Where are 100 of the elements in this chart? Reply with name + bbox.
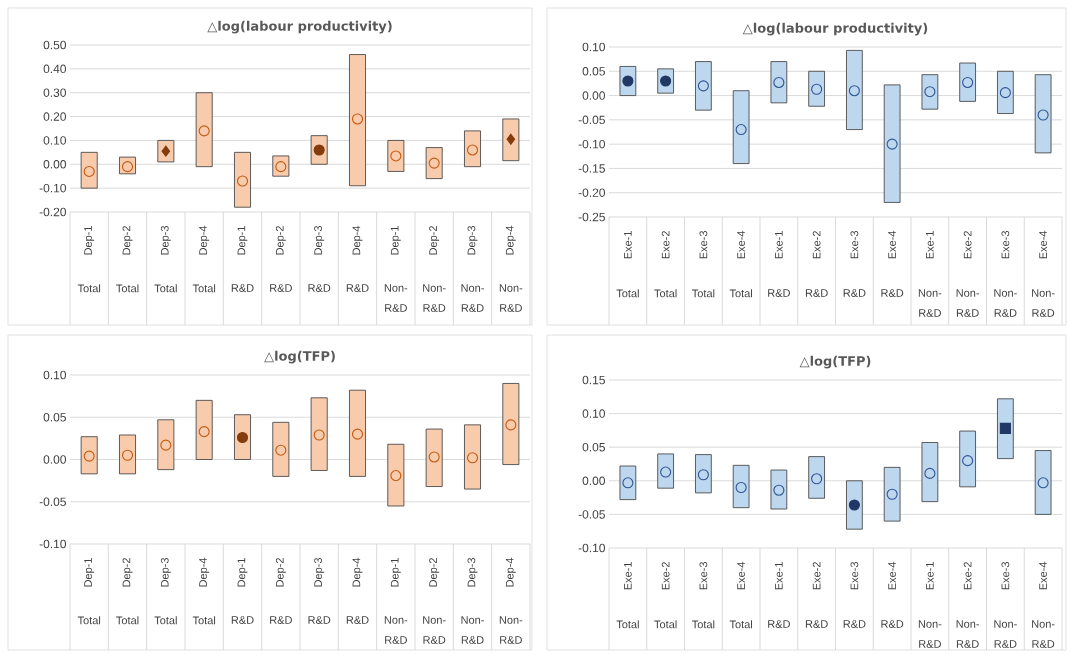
bar: [695, 454, 712, 494]
text: Total: [154, 284, 177, 293]
point: [1037, 109, 1049, 121]
x-tick-label: Exe-3: [699, 231, 708, 259]
y-tick-label: -0.10: [578, 139, 606, 149]
text: Non-R&D: [956, 620, 980, 648]
bar: [349, 54, 367, 187]
bar: [272, 421, 290, 477]
x-tick-label: Exe-4: [888, 561, 896, 590]
text: Non-R&D: [1032, 620, 1055, 648]
point: [773, 76, 785, 89]
point: [735, 124, 747, 136]
text: Total: [77, 284, 101, 293]
x-tick-label: Dep-3: [160, 226, 171, 255]
y-tick-label: 0.15: [582, 375, 605, 385]
text: R&D: [881, 289, 904, 297]
bar: [1034, 74, 1052, 154]
text: Total: [616, 620, 639, 629]
bar: [657, 453, 675, 489]
bar: [883, 84, 901, 203]
point: [622, 477, 634, 489]
text: Non-R&D: [423, 616, 446, 644]
bar: [846, 49, 863, 131]
y-tick-label: 0.50: [43, 40, 67, 50]
x-tick-label: Exe-2: [963, 231, 972, 259]
point: [660, 75, 672, 87]
bar: [464, 424, 482, 490]
x-tick-label: Dep-1: [84, 226, 95, 255]
bar: [770, 61, 788, 104]
point: [121, 161, 134, 173]
bar: [387, 443, 405, 507]
x-tick-label: Exe-2: [812, 231, 821, 259]
x-tick-label: Dep-1: [237, 558, 248, 587]
bar: [119, 434, 137, 475]
y-tick-label: -0.05: [578, 115, 605, 125]
point: [390, 470, 402, 482]
point: [313, 144, 325, 156]
x-tick-label: Exe-3: [850, 231, 859, 259]
bar: [883, 466, 901, 522]
x-tick-label: Dep-3: [314, 226, 325, 255]
point: [773, 484, 785, 496]
y-tick-label: -0.15: [578, 164, 605, 173]
point: [886, 488, 898, 500]
y-tick-label: 0.20: [43, 112, 67, 121]
text: Total: [77, 616, 101, 625]
x-tick-label: Exe-4: [1039, 230, 1047, 259]
bar: [732, 464, 750, 509]
y-tick-label: 0.00: [582, 476, 606, 486]
x-tick-label: Dep-4: [199, 225, 210, 255]
text: Total: [192, 284, 216, 293]
x-tick-label: Dep-3: [314, 558, 325, 587]
x-tick-label: Dep-1: [390, 558, 401, 587]
y-tick-label: -0.20: [578, 188, 606, 197]
text: Total: [116, 616, 139, 625]
point: [428, 157, 440, 169]
x-tick-label: Exe-1: [926, 231, 934, 259]
point: [962, 76, 974, 89]
x-tick-label: Exe-3: [699, 562, 708, 590]
y-tick-label: 0.30: [43, 88, 67, 97]
bar: [425, 428, 443, 487]
bar: [997, 70, 1014, 114]
point: [505, 419, 517, 431]
x-tick-label: Exe-1: [926, 562, 934, 590]
point: [999, 87, 1011, 99]
point: [466, 144, 479, 156]
text: R&D: [346, 284, 369, 292]
point: [236, 175, 249, 187]
x-tick-label: Exe-2: [812, 562, 821, 590]
text: R&D: [270, 284, 292, 292]
bar: [157, 419, 175, 471]
y-tick-label: -0.05: [39, 497, 66, 506]
bar: [959, 430, 977, 488]
text: Non-R&D: [384, 616, 408, 644]
y-tick-label: 0.05: [43, 413, 66, 422]
point: [466, 452, 479, 464]
y-tick-label: -0.05: [578, 510, 605, 519]
bar: [195, 92, 213, 168]
y-tick-label: 0.10: [43, 370, 67, 380]
bar: [387, 139, 405, 172]
text: Total: [692, 289, 715, 298]
x-tick-label: Dep-1: [237, 226, 248, 255]
text: R&D: [270, 616, 292, 624]
x-tick-label: Dep-4: [352, 557, 363, 587]
x-tick-label: Exe-2: [963, 562, 972, 590]
text: Total: [154, 616, 177, 625]
x-tick-label: Dep-4: [199, 557, 210, 587]
text: Total: [692, 620, 715, 629]
point: [236, 431, 249, 444]
x-tick-label: Dep-3: [467, 226, 478, 255]
point: [390, 150, 402, 162]
point: [811, 83, 823, 95]
point: [161, 145, 171, 157]
y-tick-label: -0.10: [39, 183, 67, 193]
point: [351, 113, 364, 125]
bar: [349, 389, 367, 477]
text: Non-R&D: [918, 620, 942, 648]
point: [198, 125, 210, 137]
chart-title: △log(TFP): [264, 350, 335, 364]
y-tick-label: 0.10: [43, 136, 67, 145]
bar: [80, 436, 98, 475]
